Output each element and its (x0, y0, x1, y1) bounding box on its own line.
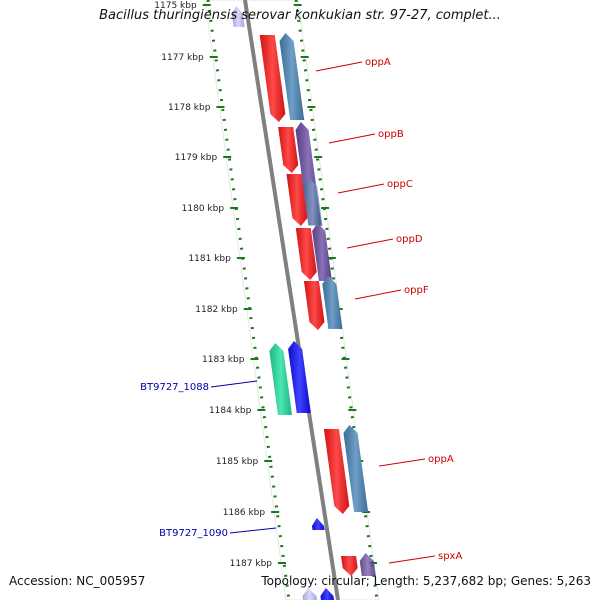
gene-bottom-pale[interactable] (302, 588, 317, 600)
ruler-label: 1180 kbp (182, 204, 225, 214)
ruler-label: 1181 kbp (188, 254, 231, 264)
gene-oppC-body[interactable] (286, 174, 308, 226)
gene-BT9727-1088-green[interactable] (269, 343, 293, 415)
gene-oppF-body[interactable] (303, 281, 325, 330)
sequence-backbone (243, 0, 340, 601)
gene-label[interactable]: oppD (346, 234, 423, 249)
genome-summary-text: Topology: circular; Length: 5,237,682 bp… (261, 574, 591, 588)
gene-label[interactable]: BT9727_1088 (140, 380, 258, 393)
gene-BT9727-1090[interactable] (312, 518, 325, 530)
gene-label[interactable]: spxA (388, 551, 462, 564)
label-leader-line (337, 183, 385, 194)
ruler-label: 1184 kbp (209, 406, 252, 416)
ruler-label: 1177 kbp (161, 53, 204, 63)
label-leader-line (210, 380, 258, 388)
gene-label-text: oppF (404, 285, 429, 296)
gene-blue-2[interactable] (303, 178, 323, 226)
gene-label[interactable]: BT9727_1090 (159, 527, 277, 539)
gene-blue-3[interactable] (322, 276, 343, 329)
gene-label-text: BT9727_1088 (140, 382, 209, 393)
ruler-label: 1187 kbp (230, 559, 273, 569)
gene-label-text: BT9727_1090 (159, 528, 228, 539)
gene-purple-2[interactable] (312, 223, 332, 281)
gene-label[interactable]: oppB (328, 129, 404, 144)
gene-label[interactable]: oppC (337, 179, 413, 194)
gene-blue-1[interactable] (279, 33, 305, 120)
accession-text: Accession: NC_005957 (9, 574, 146, 588)
label-leader-line (315, 61, 363, 72)
ruler-label: 1183 kbp (202, 355, 245, 365)
ruler-label: 1185 kbp (216, 457, 259, 467)
gene-oppD-body[interactable] (295, 228, 317, 280)
ruler-label: 1179 kbp (175, 153, 218, 163)
gene-labels: oppA oppB oppC oppD oppF BT9727_1088 oppA BT972… (140, 57, 462, 564)
gene-label-text: oppA (365, 57, 391, 68)
gene-label[interactable]: oppA (378, 454, 454, 467)
gene-label-text: oppB (378, 129, 404, 140)
label-leader-line (354, 289, 402, 300)
gene-label[interactable]: oppF (354, 285, 429, 300)
gene-label-text: oppD (396, 234, 423, 245)
gene-features (231, 6, 376, 600)
gene-oppA-upper[interactable] (259, 35, 286, 122)
ruler-label: 1178 kbp (168, 103, 211, 113)
label-leader-line (388, 555, 436, 564)
label-leader-line (328, 133, 376, 144)
gene-oppB-body[interactable] (278, 127, 299, 173)
ruler-label: 1182 kbp (195, 305, 238, 315)
ruler-label: 1175 kbp (154, 1, 197, 11)
gene-oppA-lower[interactable] (323, 429, 350, 514)
label-leader-line (229, 527, 277, 534)
gene-top-pale[interactable] (231, 6, 245, 27)
ruler-dots-left (206, 0, 291, 601)
sequence-title: Bacillus thuringiensis serovar konkukian… (99, 8, 501, 23)
gene-bottom-blue[interactable] (320, 588, 334, 600)
label-leader-line (378, 458, 426, 467)
gene-label-text: oppC (387, 179, 413, 190)
gene-BT9727-1088-blue[interactable] (288, 341, 311, 413)
gene-label-text: spxA (438, 551, 462, 562)
gene-blue-4[interactable] (343, 425, 369, 512)
gene-purple-3[interactable] (359, 553, 376, 576)
ruler-dots-right (294, 0, 379, 601)
label-leader-line (346, 238, 394, 249)
gene-label-text: oppA (428, 454, 454, 465)
kbp-ruler: 1175 kbp 1177 kbp 1178 kbp 1179 kbp 1180 kbp… (154, 0, 379, 601)
ruler-label: 1186 kbp (223, 508, 266, 518)
gene-spxA-body[interactable] (341, 556, 358, 576)
gene-label[interactable]: oppA (315, 57, 391, 72)
